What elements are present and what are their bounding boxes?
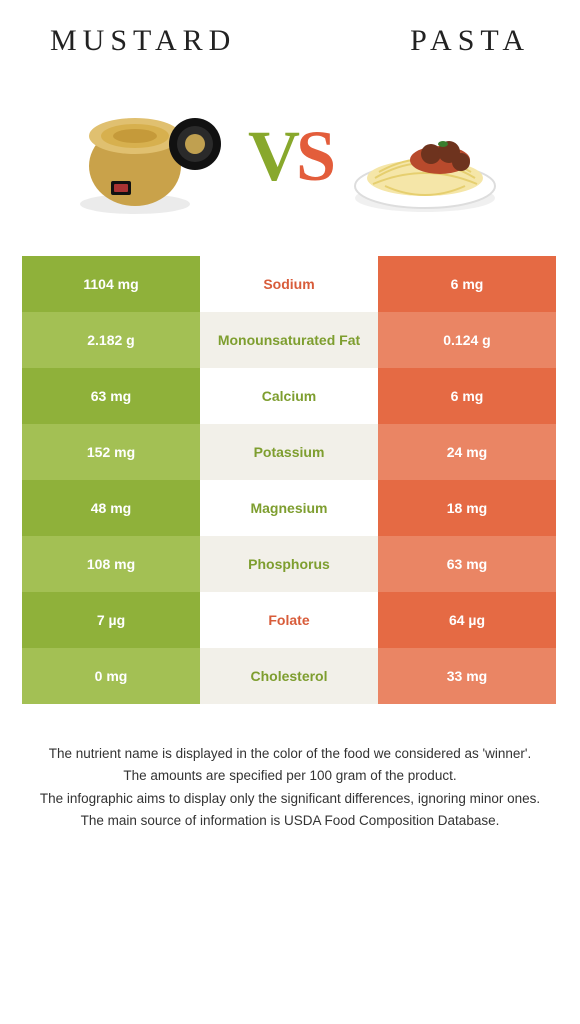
- value-right: 64 µg: [378, 592, 556, 648]
- value-left: 2.182 g: [22, 312, 200, 368]
- footnotes: The nutrient name is displayed in the co…: [0, 704, 580, 831]
- footnote-line: The amounts are specified per 100 gram o…: [24, 766, 556, 786]
- value-left: 1104 mg: [22, 256, 200, 312]
- table-row: 152 mgPotassium24 mg: [22, 424, 558, 480]
- vs-label: VS: [248, 115, 332, 198]
- table-row: 63 mgCalcium6 mg: [22, 368, 558, 424]
- nutrient-label: Folate: [200, 592, 378, 648]
- value-right: 18 mg: [378, 480, 556, 536]
- table-row: 0 mgCholesterol33 mg: [22, 648, 558, 704]
- value-left: 108 mg: [22, 536, 200, 592]
- table-row: 7 µgFolate64 µg: [22, 592, 558, 648]
- table-row: 2.182 gMonounsaturated Fat0.124 g: [22, 312, 558, 368]
- title-right: Pasta: [410, 24, 530, 58]
- vs-s: S: [296, 116, 332, 196]
- title-left: Mustard: [50, 24, 236, 58]
- table-row: 108 mgPhosphorus63 mg: [22, 536, 558, 592]
- value-left: 0 mg: [22, 648, 200, 704]
- nutrient-table: 1104 mgSodium6 mg2.182 gMonounsaturated …: [22, 256, 558, 704]
- nutrient-label: Calcium: [200, 368, 378, 424]
- value-left: 48 mg: [22, 480, 200, 536]
- vs-v: V: [248, 116, 296, 196]
- value-right: 6 mg: [378, 368, 556, 424]
- value-left: 152 mg: [22, 424, 200, 480]
- pasta-illustration: [344, 86, 506, 226]
- mustard-illustration: [74, 86, 236, 226]
- value-right: 33 mg: [378, 648, 556, 704]
- value-right: 6 mg: [378, 256, 556, 312]
- nutrient-label: Sodium: [200, 256, 378, 312]
- value-right: 24 mg: [378, 424, 556, 480]
- value-right: 0.124 g: [378, 312, 556, 368]
- footnote-line: The main source of information is USDA F…: [24, 811, 556, 831]
- nutrient-label: Monounsaturated Fat: [200, 312, 378, 368]
- value-right: 63 mg: [378, 536, 556, 592]
- table-row: 1104 mgSodium6 mg: [22, 256, 558, 312]
- nutrient-label: Phosphorus: [200, 536, 378, 592]
- nutrient-label: Magnesium: [200, 480, 378, 536]
- table-row: 48 mgMagnesium18 mg: [22, 480, 558, 536]
- footnote-line: The nutrient name is displayed in the co…: [24, 744, 556, 764]
- footnote-line: The infographic aims to display only the…: [24, 789, 556, 809]
- value-left: 63 mg: [22, 368, 200, 424]
- nutrient-label: Potassium: [200, 424, 378, 480]
- nutrient-label: Cholesterol: [200, 648, 378, 704]
- value-left: 7 µg: [22, 592, 200, 648]
- title-row: Mustard Pasta: [0, 0, 580, 68]
- hero-row: VS: [0, 68, 580, 256]
